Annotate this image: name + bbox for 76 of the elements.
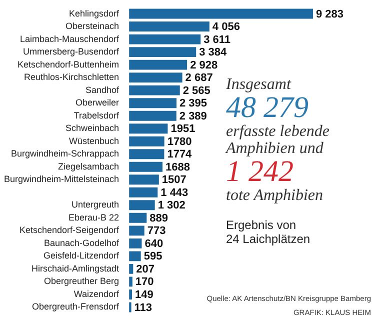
bar — [129, 136, 164, 146]
data-label: 4 056 — [212, 21, 240, 34]
data-label: 1688 — [166, 161, 190, 174]
y-tick-label: Obersteinach — [66, 21, 120, 32]
y-tick-label: Baunach-Godelhof — [44, 238, 120, 248]
data-label: 1 443 — [160, 186, 188, 199]
bar — [129, 226, 144, 236]
data-label: 9 283 — [316, 8, 344, 20]
y-tick-label: Ummersberg-Busendorf — [23, 46, 120, 57]
bar — [129, 200, 155, 210]
data-label: 1507 — [162, 174, 186, 186]
data-label: 2 395 — [180, 98, 208, 110]
y-tick-label: Ketschendorf-Seigendorf — [19, 225, 120, 236]
data-label: 170 — [135, 276, 154, 288]
data-label: 207 — [136, 263, 155, 276]
y-tick-label: Sandhof — [86, 84, 120, 95]
bar — [129, 85, 180, 96]
y-tick-label: Obergreuth-Frensdorf — [32, 302, 120, 312]
y-tick-label: Burgwindheim-Mittelsteinach — [4, 174, 120, 184]
bar — [129, 124, 168, 134]
y-tick-label: Ketschendorf-Buttenheim — [17, 59, 120, 70]
annotation: 1 242 — [226, 155, 294, 188]
data-label: 1951 — [170, 123, 196, 136]
y-tick-label: Schweinbach — [66, 123, 120, 134]
annotation: 24 Laichplätzen — [226, 232, 312, 246]
y-tick-label: Hirschaid-Amlingstadt — [32, 263, 120, 274]
annotation: Amphibien und — [226, 140, 324, 157]
bar — [129, 98, 177, 108]
annotation: Ergebnis von — [226, 218, 298, 232]
y-tick-label: Untergreuth — [72, 200, 120, 210]
data-label: 2 389 — [179, 110, 207, 122]
data-label: 773 — [147, 225, 166, 238]
y-tick-label: Trabelsdorf — [74, 110, 120, 120]
bar — [129, 238, 142, 248]
y-tick-label: Laimbach-Mauschendorf — [20, 34, 120, 44]
annotation: tote Amphibien — [226, 187, 324, 204]
data-label: 2 928 — [190, 59, 218, 72]
data-label: 1 302 — [158, 200, 186, 212]
bar — [129, 276, 132, 287]
bar — [129, 34, 201, 44]
y-tick-label: Reuthlos-Kirchschletten — [24, 72, 120, 82]
y-tick-label: Geisfeld-Litzendorf — [44, 250, 120, 261]
data-label: 113 — [134, 302, 152, 314]
y-tick-label: Burgwindheim-Schrappach — [10, 148, 120, 159]
bar — [129, 72, 182, 83]
y-tick-label: Waizendorf — [74, 288, 120, 299]
bar — [129, 149, 164, 160]
bar — [129, 110, 176, 121]
y-tick-label: Oberweiler — [76, 98, 120, 108]
y-tick-label: Obergreuther Berg — [44, 276, 120, 286]
data-label: 889 — [150, 212, 168, 224]
data-label: 1780 — [167, 136, 192, 148]
data-label: 149 — [135, 288, 154, 301]
annotation: 48 279 — [226, 91, 310, 124]
bar — [129, 251, 141, 262]
data-label: 2 687 — [185, 72, 213, 84]
data-label: 595 — [144, 250, 162, 263]
bar — [129, 22, 210, 32]
y-tick-label: Ziegelsambach — [58, 161, 120, 172]
data-label: 3 611 — [204, 34, 231, 46]
y-tick-label: Wüstenbuch — [69, 136, 120, 146]
bar — [129, 60, 188, 70]
data-label: 1774 — [167, 148, 193, 161]
bar — [129, 162, 162, 172]
data-label: 3 384 — [199, 46, 228, 59]
y-tick-label: Eberau-B 22 — [68, 212, 120, 222]
bar — [129, 187, 158, 198]
bar — [129, 8, 313, 19]
data-label: 640 — [144, 238, 164, 250]
annotation: Insgesamt — [226, 76, 292, 93]
y-tick-label: Kehlingsdorf — [69, 8, 120, 18]
bar — [129, 212, 147, 223]
bar — [129, 47, 196, 58]
data-label: 2 565 — [182, 84, 210, 97]
annotation: erfasste lebende — [226, 123, 331, 140]
bar — [129, 174, 159, 185]
